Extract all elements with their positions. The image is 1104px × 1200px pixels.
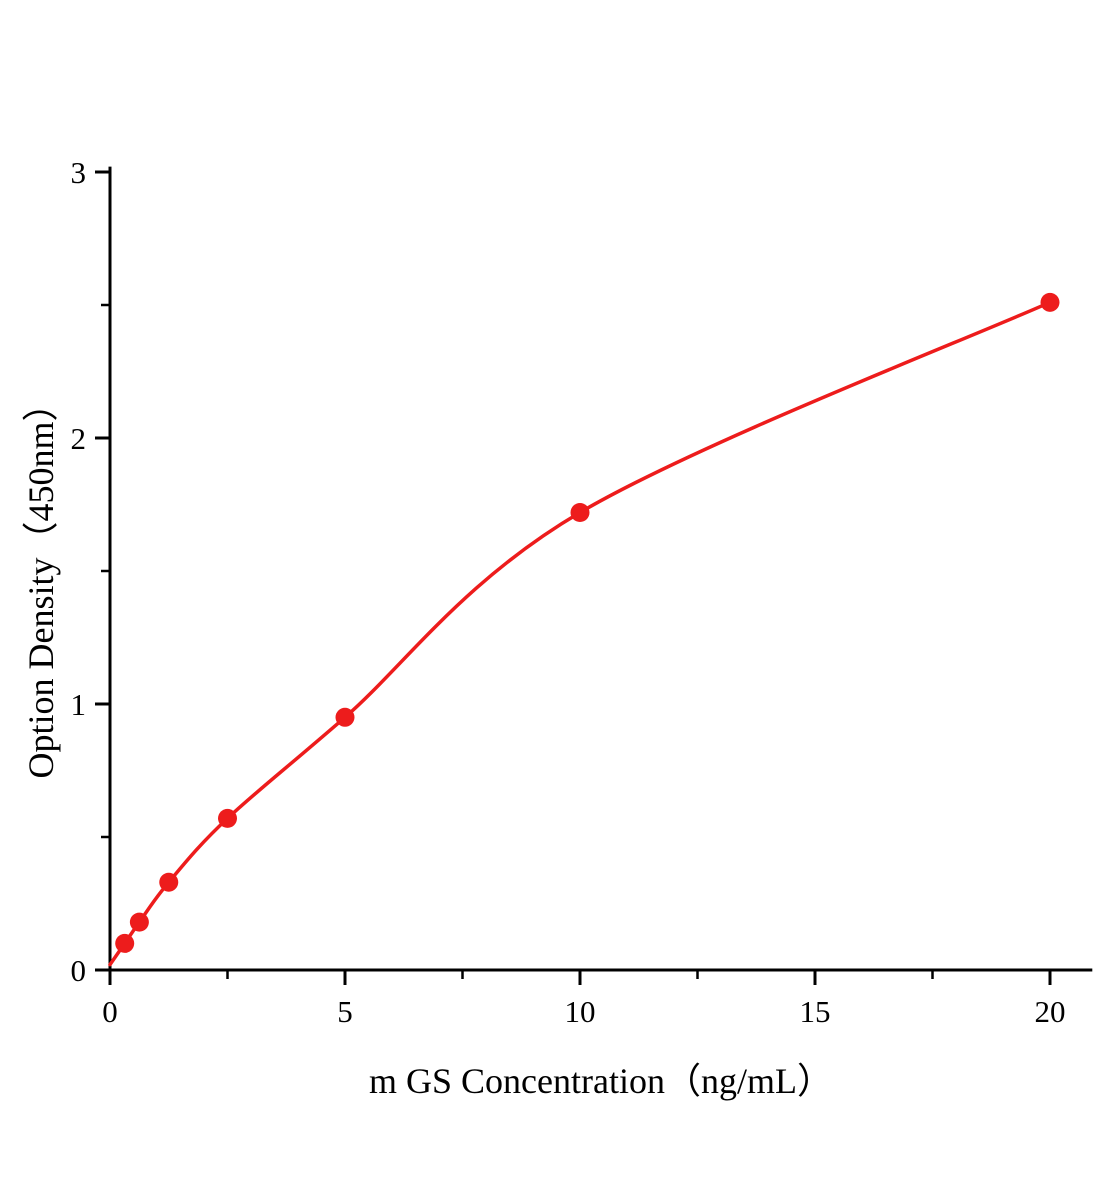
data-point: [570, 502, 590, 522]
y-tick-label: 0: [71, 953, 87, 988]
data-point: [335, 707, 355, 727]
data-point: [159, 872, 179, 892]
y-tick-label: 1: [71, 687, 87, 722]
x-tick-label: 0: [102, 994, 118, 1029]
x-tick-label: 10: [565, 994, 596, 1029]
x-tick-label: 5: [337, 994, 353, 1029]
fit-curve: [108, 300, 1052, 967]
data-point: [1040, 292, 1060, 312]
data-point: [218, 808, 237, 828]
y-tick-label: 3: [71, 155, 87, 190]
x-tick-label: 15: [800, 994, 831, 1029]
y-axis-label: Option Density（450nm）: [21, 385, 61, 779]
x-tick-label: 20: [1035, 994, 1066, 1029]
x-axis-label: m GS Concentration（ng/mL）: [369, 1061, 833, 1101]
y-tick-label: 2: [71, 421, 87, 456]
data-point: [115, 933, 135, 953]
data-point: [129, 912, 149, 932]
